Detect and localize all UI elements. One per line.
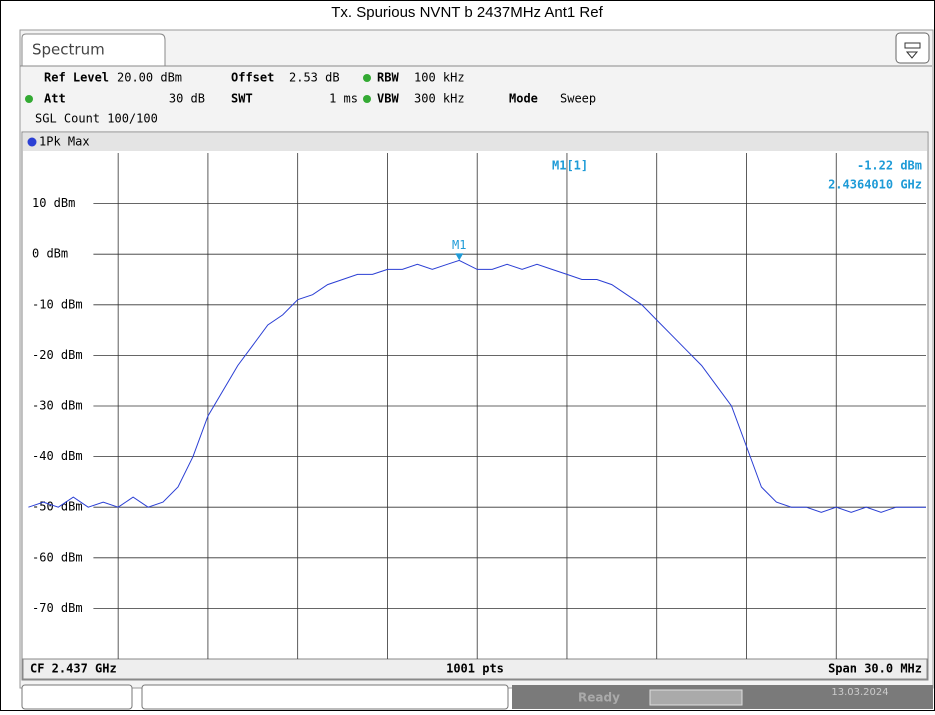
progress: [649, 689, 743, 706]
status-box: [141, 684, 509, 710]
swt-label: SWT: [231, 92, 253, 106]
rbw: 100 kHz: [414, 71, 465, 85]
footer-bar: [22, 658, 928, 680]
swt: 1 ms: [329, 92, 358, 106]
mode-label: Mode: [509, 92, 538, 106]
marker-value: -1.22 dBm: [857, 159, 922, 173]
y-tick-label: 10 dBm: [32, 196, 75, 210]
vbw-label: VBW: [377, 92, 399, 106]
marker-readout: M1[1]: [552, 159, 588, 173]
rbw-indicator: [363, 74, 371, 82]
trace-indicator: [27, 137, 37, 147]
tab-label[interactable]: Spectrum: [32, 41, 105, 59]
marker-name: M1: [452, 238, 466, 252]
y-tick-label: -60 dBm: [32, 550, 83, 564]
ref-level-label: Ref Level: [44, 71, 109, 85]
trace-label: 1Pk Max: [39, 135, 90, 149]
att-label: Att: [44, 92, 66, 106]
rbw-label: RBW: [377, 71, 399, 85]
y-tick-label: -30 dBm: [32, 399, 83, 413]
sgl-count: SGL Count 100/100: [35, 112, 158, 126]
y-tick-label: -20 dBm: [32, 348, 83, 362]
att: 30 dB: [169, 92, 205, 106]
trace: [28, 259, 926, 513]
trace-bar: [23, 133, 927, 151]
center-frequency: CF 2.437 GHz: [30, 662, 117, 676]
menu-icon[interactable]: [904, 42, 921, 59]
points: 1001 pts: [446, 662, 504, 676]
y-tick-label: 0 dBm: [32, 247, 68, 261]
status-state: Ready: [578, 691, 620, 705]
vbw: 300 kHz: [414, 92, 465, 106]
vbw-indicator: [363, 95, 371, 103]
offset: 2.53 dB: [289, 71, 340, 85]
offset-label: Offset: [231, 71, 274, 85]
status-box: [21, 684, 133, 710]
y-tick-label: -10 dBm: [32, 297, 83, 311]
y-tick-label: -40 dBm: [32, 449, 83, 463]
marker: [455, 253, 464, 261]
att-indicator: [25, 95, 33, 103]
tab[interactable]: [21, 33, 166, 66]
status-date: 13.03.2024: [831, 687, 888, 698]
y-tick-label: -70 dBm: [32, 601, 83, 615]
mode: Sweep: [560, 92, 596, 106]
marker-frequency: 2.4364010 GHz: [828, 178, 922, 192]
title: Tx. Spurious NVNT b 2437MHz Ant1 Ref: [331, 4, 603, 21]
ref-level: 20.00 dBm: [117, 71, 182, 85]
settings: Ref Level 20.00 dBm Offset 2.53 dB RBW 1…: [25, 71, 596, 126]
span: Span 30.0 MHz: [828, 662, 922, 676]
